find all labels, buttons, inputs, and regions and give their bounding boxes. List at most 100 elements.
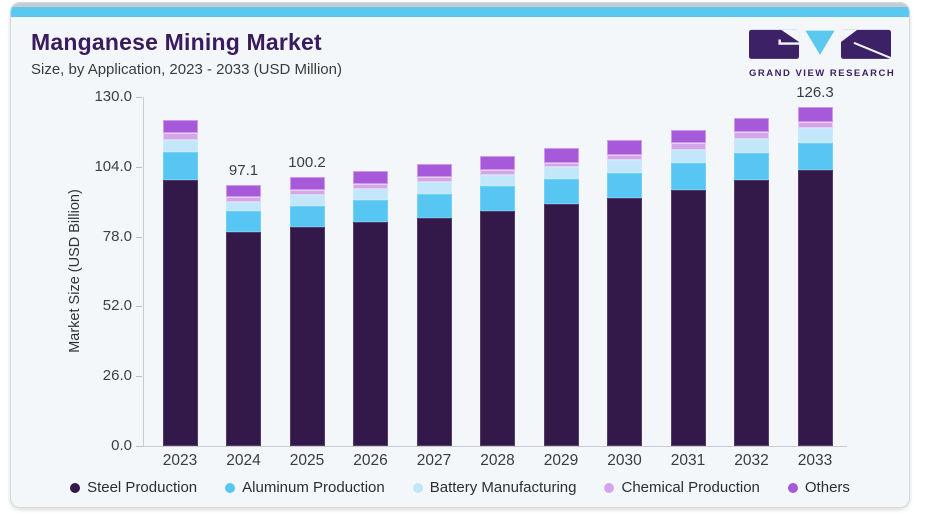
y-tick-mark	[136, 376, 142, 378]
bar-segment-chemical-production-2028[interactable]	[480, 170, 515, 176]
bar-segment-steel-production-2029[interactable]	[543, 204, 579, 446]
bar-segment-steel-production-2025[interactable]	[289, 227, 325, 446]
bar-segment-steel-production-2031[interactable]	[670, 190, 706, 446]
legend-label: Aluminum Production	[242, 479, 385, 496]
bar-segment-chemical-production-2023[interactable]	[162, 132, 198, 140]
bar-2029	[543, 148, 579, 446]
bar-segment-others-2033[interactable]	[797, 106, 833, 123]
bar-segment-others-2029[interactable]	[543, 148, 579, 163]
bar-segment-battery-manufacturing-2029[interactable]	[543, 167, 579, 180]
bar-segment-battery-manufacturing-2026[interactable]	[353, 188, 388, 200]
x-tick-label-2026: 2026	[353, 452, 388, 469]
legend-label: Others	[804, 479, 850, 496]
bar-segment-others-2032[interactable]	[734, 118, 769, 133]
bar-segment-others-2028[interactable]	[480, 155, 515, 171]
page-title: Manganese Mining Market	[31, 29, 322, 55]
bar-2023	[162, 119, 198, 446]
bar-segment-steel-production-2032[interactable]	[734, 179, 769, 446]
bar-2032	[734, 118, 769, 446]
bar-segment-aluminum-production-2032[interactable]	[734, 153, 769, 180]
page-subtitle: Size, by Application, 2023 - 2033 (USD M…	[31, 61, 342, 78]
bar-segment-steel-production-2033[interactable]	[797, 169, 833, 446]
y-tick-label: 104.0	[94, 157, 132, 175]
y-tick-mark	[136, 446, 142, 447]
bar-segment-battery-manufacturing-2031[interactable]	[670, 149, 706, 163]
bar-segment-battery-manufacturing-2024[interactable]	[226, 202, 261, 212]
bar-segment-others-2030[interactable]	[607, 140, 642, 155]
legend-item-aluminum-production[interactable]: Aluminum Production	[225, 479, 385, 496]
legend-dot-aluminum-production	[225, 482, 236, 493]
x-tick-label-2028: 2028	[480, 452, 515, 469]
bar-segment-steel-production-2023[interactable]	[162, 179, 198, 446]
y-tick-label: 26.0	[102, 367, 132, 385]
legend-item-chemical-production[interactable]: Chemical Production	[604, 479, 760, 496]
bar-segment-aluminum-production-2031[interactable]	[670, 162, 706, 191]
bar-segment-steel-production-2030[interactable]	[607, 197, 642, 446]
bar-segment-aluminum-production-2029[interactable]	[543, 179, 579, 205]
x-tick-label-2025: 2025	[289, 452, 325, 469]
bar-segment-aluminum-production-2027[interactable]	[416, 194, 452, 218]
bar-segment-aluminum-production-2024[interactable]	[226, 211, 261, 233]
y-tick-mark	[136, 166, 142, 168]
bar-segment-battery-manufacturing-2033[interactable]	[797, 128, 833, 143]
bar-2027	[416, 164, 452, 446]
bar-segment-others-2023[interactable]	[162, 119, 198, 133]
bar-segment-steel-production-2028[interactable]	[480, 211, 515, 446]
bar-segment-others-2025[interactable]	[289, 177, 325, 190]
legend-dot-battery-manufacturing	[412, 482, 423, 493]
bar-segment-chemical-production-2031[interactable]	[670, 142, 706, 150]
bar-segment-battery-manufacturing-2030[interactable]	[607, 159, 642, 173]
y-tick-label: 0.0	[111, 437, 132, 454]
chart-legend: Steel Production Aluminum Production Batte…	[10, 479, 910, 496]
bar-segment-chemical-production-2026[interactable]	[353, 183, 388, 189]
card-top-hairline	[11, 3, 909, 7]
bar-segment-aluminum-production-2033[interactable]	[797, 142, 833, 170]
bar-segment-others-2031[interactable]	[670, 130, 706, 143]
legend-item-steel-production[interactable]: Steel Production	[70, 479, 197, 496]
bar-segment-aluminum-production-2028[interactable]	[480, 186, 515, 212]
legend-item-others[interactable]: Others	[787, 479, 850, 496]
bar-segment-aluminum-production-2025[interactable]	[289, 205, 325, 228]
x-tick-label-2027: 2027	[416, 452, 452, 469]
bar-2030	[607, 140, 642, 446]
bar-segment-aluminum-production-2030[interactable]	[607, 172, 642, 198]
bar-segment-battery-manufacturing-2028[interactable]	[480, 175, 515, 187]
bar-2031	[670, 130, 706, 446]
bar-segment-battery-manufacturing-2032[interactable]	[734, 138, 769, 154]
bar-segment-others-2024[interactable]	[226, 185, 261, 198]
bar-segment-chemical-production-2033[interactable]	[797, 122, 833, 129]
bar-segment-chemical-production-2024[interactable]	[226, 197, 261, 203]
bar-2024	[226, 185, 261, 446]
x-tick-label-2033: 2033	[797, 452, 833, 469]
bar-segment-battery-manufacturing-2025[interactable]	[289, 194, 325, 206]
bar-segment-others-2027[interactable]	[416, 164, 452, 177]
bar-segment-battery-manufacturing-2023[interactable]	[162, 139, 198, 153]
y-tick-mark	[136, 306, 142, 308]
bar-segment-others-2026[interactable]	[353, 171, 388, 184]
bar-segment-steel-production-2027[interactable]	[416, 217, 452, 446]
bar-segment-chemical-production-2027[interactable]	[416, 176, 452, 182]
bar-segment-chemical-production-2032[interactable]	[734, 132, 769, 139]
bar-segment-aluminum-production-2026[interactable]	[353, 199, 388, 222]
bar-segment-chemical-production-2025[interactable]	[289, 189, 325, 195]
bar-segment-aluminum-production-2023[interactable]	[162, 152, 198, 180]
bar-segment-chemical-production-2030[interactable]	[607, 154, 642, 160]
legend-label: Battery Manufacturing	[429, 479, 577, 496]
report-card: Manganese Mining Market Size, by Applica…	[10, 2, 910, 508]
bar-segment-steel-production-2026[interactable]	[353, 221, 388, 446]
legend-item-battery-manufacturing[interactable]: Battery Manufacturing	[412, 479, 577, 496]
x-tick-label-2032: 2032	[734, 452, 769, 469]
bar-segment-steel-production-2024[interactable]	[226, 232, 261, 446]
bar-segment-chemical-production-2029[interactable]	[543, 162, 579, 168]
bar-total-label-2025: 100.2	[288, 154, 326, 171]
x-tick-label-2023: 2023	[162, 452, 198, 469]
x-tick-label-2030: 2030	[607, 452, 642, 469]
card-accent-bar	[11, 7, 909, 17]
gvr-logo: GRAND VIEW RESEARCH	[749, 27, 894, 79]
bar-segment-battery-manufacturing-2027[interactable]	[416, 181, 452, 195]
bar-2028	[480, 155, 515, 446]
bar-2033	[797, 106, 833, 446]
x-tick-label-2024: 2024	[226, 452, 261, 469]
